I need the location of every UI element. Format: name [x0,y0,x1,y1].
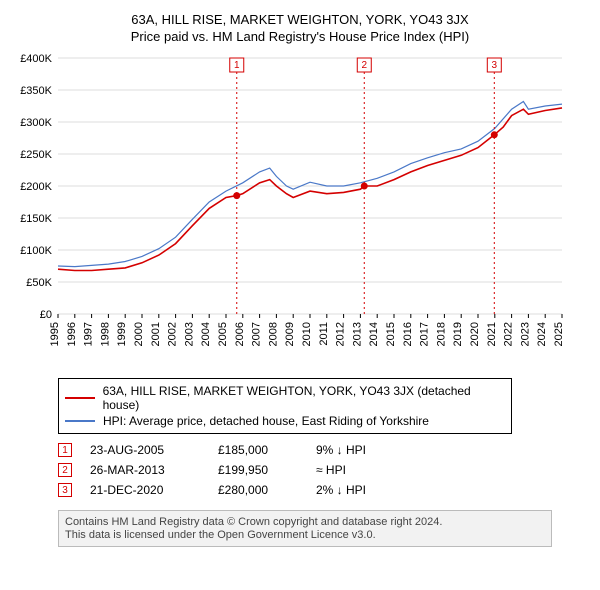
svg-text:£200K: £200K [20,181,52,193]
svg-text:2024: 2024 [536,322,548,346]
svg-text:2023: 2023 [519,322,531,346]
svg-text:2012: 2012 [335,322,347,346]
event-price: £199,950 [218,463,298,477]
svg-text:2015: 2015 [385,322,397,346]
event-row: 2 26-MAR-2013 £199,950 ≈ HPI [58,460,590,480]
svg-text:2019: 2019 [452,322,464,346]
legend-row-hpi: HPI: Average price, detached house, East… [65,413,505,429]
footer-line-1: Contains HM Land Registry data © Crown c… [65,516,545,528]
marker-num-2: 2 [361,60,367,71]
svg-text:2025: 2025 [553,322,565,346]
event-row: 3 21-DEC-2020 £280,000 2% ↓ HPI [58,480,590,500]
chart-svg: £0 £50K £100K £150K £200K £250K £300K £350K £400… [10,52,570,372]
event-date: 23-AUG-2005 [90,443,200,457]
svg-text:1996: 1996 [66,322,78,346]
sale-events: 1 23-AUG-2005 £185,000 9% ↓ HPI 2 26-MAR-2013… [58,440,590,500]
page-subtitle: Price paid vs. HM Land Registry's House … [10,29,590,44]
event-marker-1: 1 [58,443,72,457]
svg-text:2000: 2000 [133,322,145,346]
marker-dot-3 [491,131,498,138]
legend-label-hpi: HPI: Average price, detached house, East… [103,414,429,428]
price-chart: £0 £50K £100K £150K £200K £250K £300K £350K £400… [10,52,590,372]
footer-line-2: This data is licensed under the Open Gov… [65,529,545,541]
event-row: 1 23-AUG-2005 £185,000 9% ↓ HPI [58,440,590,460]
svg-text:2001: 2001 [150,322,162,346]
svg-text:2006: 2006 [234,322,246,346]
event-price: £280,000 [218,483,298,497]
event-delta: 9% ↓ HPI [316,443,416,457]
svg-text:2007: 2007 [251,322,263,346]
series-property [58,108,562,271]
svg-text:£350K: £350K [20,85,52,97]
svg-text:2016: 2016 [402,322,414,346]
svg-text:£150K: £150K [20,213,52,225]
svg-text:2011: 2011 [318,322,330,346]
svg-text:2002: 2002 [167,322,179,346]
svg-text:2021: 2021 [486,322,498,346]
svg-text:2018: 2018 [435,322,447,346]
marker-num-1: 1 [234,60,240,71]
legend-swatch-hpi [65,420,95,422]
svg-text:2009: 2009 [284,322,296,346]
legend: 63A, HILL RISE, MARKET WEIGHTON, YORK, Y… [58,378,512,434]
event-marker-2: 2 [58,463,72,477]
event-delta: ≈ HPI [316,463,416,477]
legend-swatch-property [65,397,95,399]
svg-text:2022: 2022 [503,322,515,346]
series-hpi [58,102,562,267]
svg-text:1997: 1997 [83,322,95,346]
event-date: 26-MAR-2013 [90,463,200,477]
svg-text:2008: 2008 [267,322,279,346]
marker-num-3: 3 [492,60,498,71]
page-title: 63A, HILL RISE, MARKET WEIGHTON, YORK, Y… [10,12,590,27]
svg-text:£0: £0 [40,309,52,321]
svg-text:£250K: £250K [20,149,52,161]
svg-text:2017: 2017 [419,322,431,346]
svg-text:1998: 1998 [99,322,111,346]
legend-label-property: 63A, HILL RISE, MARKET WEIGHTON, YORK, Y… [103,384,505,412]
svg-text:2020: 2020 [469,322,481,346]
svg-text:2010: 2010 [301,322,313,346]
svg-text:2013: 2013 [351,322,363,346]
svg-text:2014: 2014 [368,322,380,346]
svg-text:2005: 2005 [217,322,229,346]
marker-dot-1 [233,192,240,199]
svg-text:2003: 2003 [183,322,195,346]
legend-row-property: 63A, HILL RISE, MARKET WEIGHTON, YORK, Y… [65,383,505,413]
event-price: £185,000 [218,443,298,457]
event-delta: 2% ↓ HPI [316,483,416,497]
svg-text:£50K: £50K [26,277,52,289]
footer-licence: Contains HM Land Registry data © Crown c… [58,510,552,547]
marker-dot-2 [361,183,368,190]
event-date: 21-DEC-2020 [90,483,200,497]
svg-text:£300K: £300K [20,117,52,129]
svg-text:£100K: £100K [20,245,52,257]
svg-text:1995: 1995 [49,322,61,346]
event-marker-3: 3 [58,483,72,497]
svg-text:£400K: £400K [20,53,52,65]
svg-text:2004: 2004 [200,322,212,346]
svg-text:1999: 1999 [116,322,128,346]
